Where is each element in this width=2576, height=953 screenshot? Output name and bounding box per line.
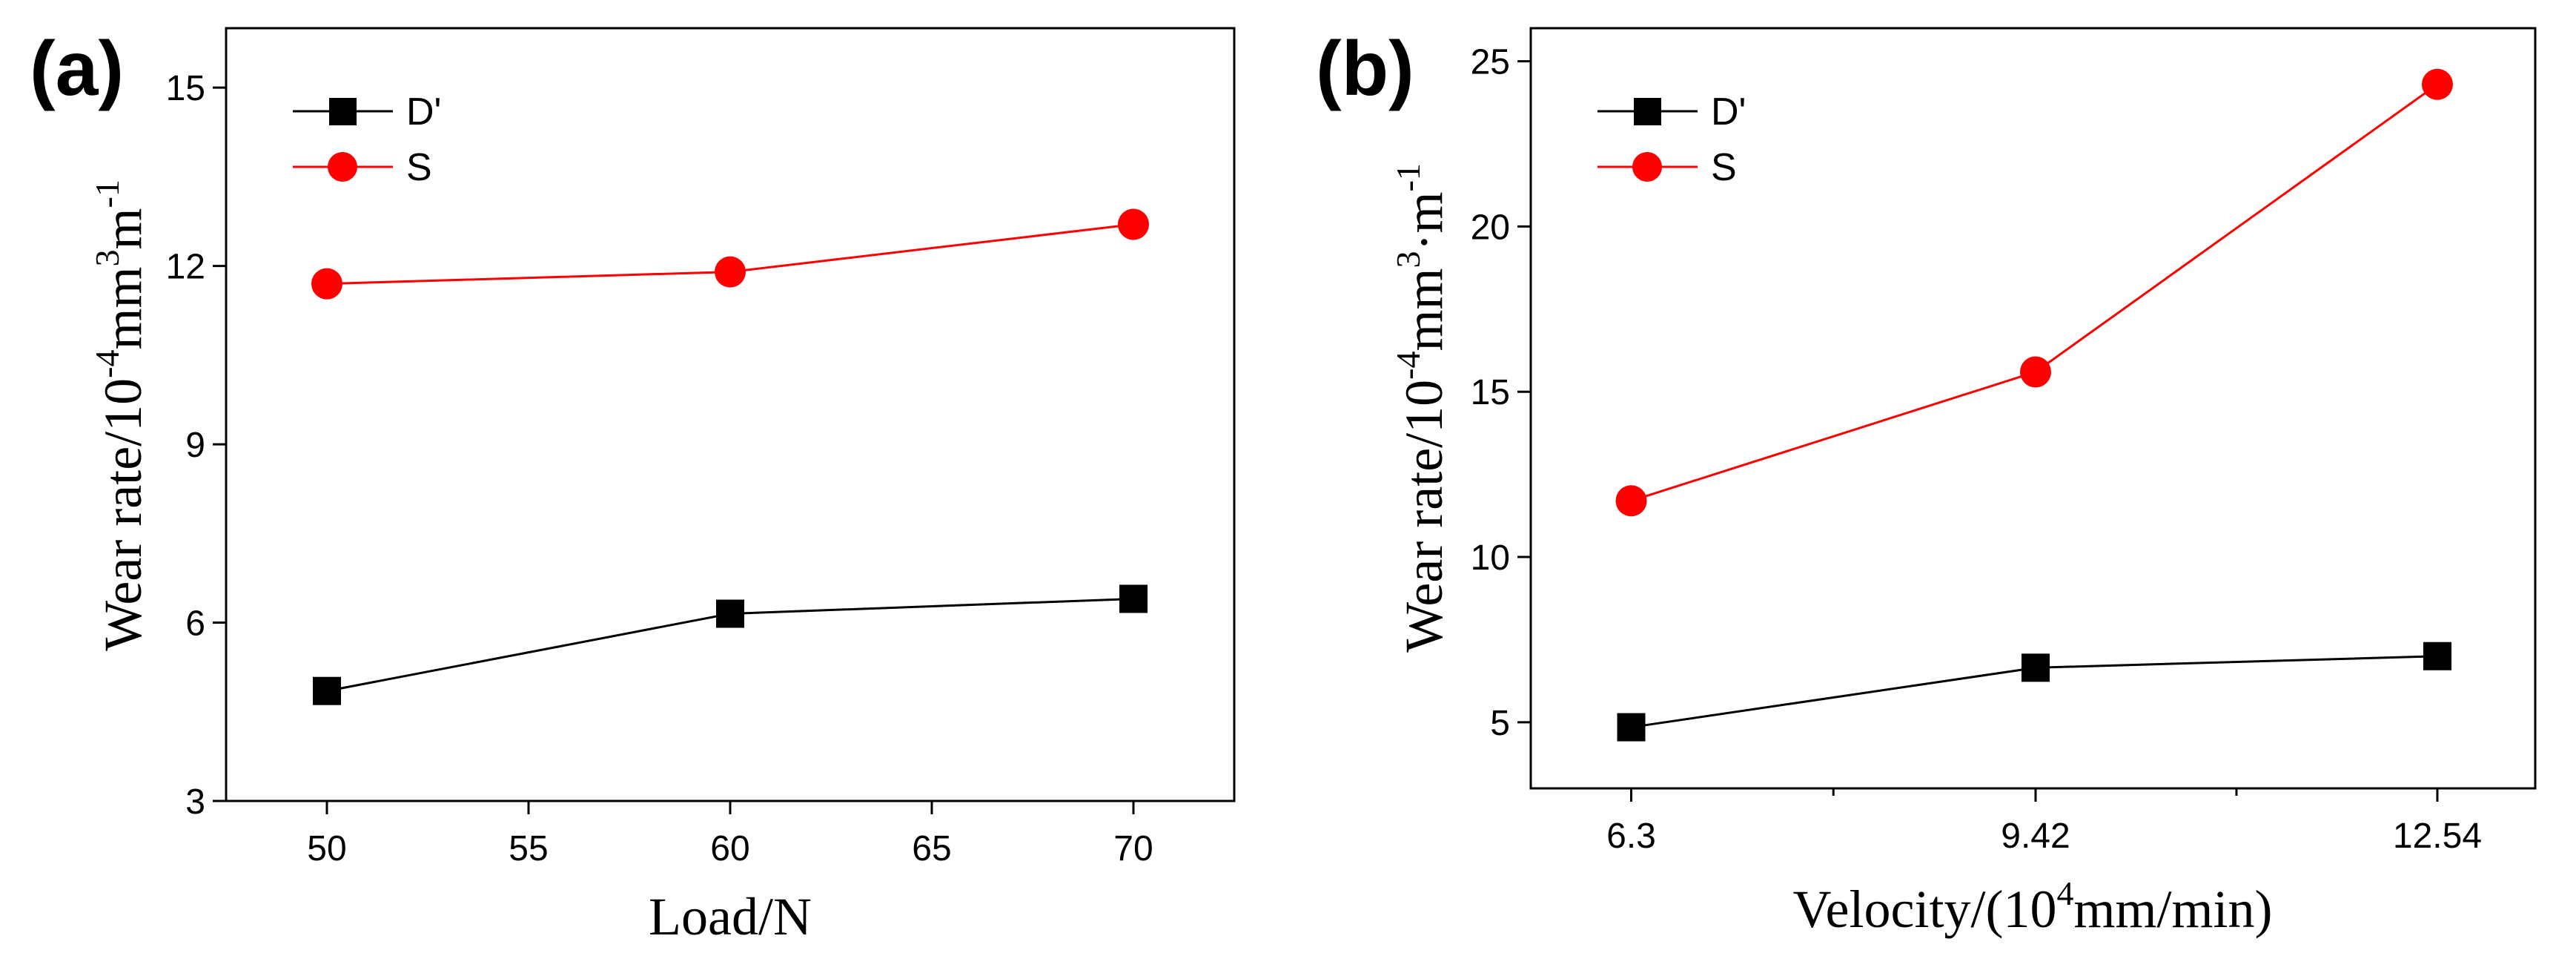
data-point-b-0 <box>2423 642 2451 670</box>
legend-a-label-s: S <box>406 146 432 189</box>
series-group-b <box>1615 68 2453 742</box>
axis-ticks-b: 6.3 9.42 12.54 5 10 15 20 25 <box>1471 43 2482 856</box>
data-point-b-0 <box>2021 653 2050 682</box>
x-tick-label-a: 70 <box>1113 829 1153 868</box>
y-tick-label-b: 20 <box>1471 208 1510 247</box>
y-tick-label-a: 15 <box>166 69 205 108</box>
data-point-b-1 <box>1615 485 1647 517</box>
y-axis-title-a: Wear rate/10-4mm3m-1 <box>88 179 153 651</box>
legend-b: D' S <box>1597 90 1746 189</box>
series-line-b-1 <box>1631 83 2438 502</box>
panel-label-a: (a) <box>30 26 124 112</box>
y-tick-label-a: 6 <box>185 604 205 644</box>
y-tick-label-b: 10 <box>1471 538 1510 578</box>
plot-frame-b <box>1529 27 2537 790</box>
data-point-b-1 <box>2019 356 2051 388</box>
x-tick-label-a: 55 <box>509 829 548 868</box>
x-tick-label-a: 50 <box>307 829 346 868</box>
legend-b-marker-s <box>1632 152 1662 182</box>
chart-panel-b: (b) 6.3 9.42 12.54 5 10 15 20 25 D' S Velocity/… <box>1316 26 2537 939</box>
legend-b-marker-d <box>1634 98 1661 125</box>
x-tick-label-a: 60 <box>710 829 749 868</box>
legend-a-marker-d <box>329 98 357 125</box>
legend-b-label-s: S <box>1711 146 1737 189</box>
y-tick-label-b: 5 <box>1490 704 1510 743</box>
chart-panel-a: (a) 50 55 60 65 70 3 6 9 12 15 D' S Load/N Wear r… <box>30 26 1236 946</box>
plot-frame-a <box>225 27 1236 802</box>
y-tick-label-b: 15 <box>1471 373 1510 412</box>
panel-label-b: (b) <box>1316 26 1414 112</box>
data-point-a-0 <box>313 676 341 705</box>
y-tick-label-a: 12 <box>166 248 205 287</box>
legend-a: D' S <box>293 90 441 189</box>
x-axis-title-b: Velocity/(104mm/min) <box>1793 874 2273 939</box>
y-tick-label-b: 25 <box>1471 43 1510 82</box>
x-tick-label-b: 6.3 <box>1606 817 1656 856</box>
data-point-a-0 <box>716 599 744 628</box>
x-tick-label-a: 65 <box>912 829 951 868</box>
data-point-a-1 <box>311 268 342 300</box>
x-tick-label-b: 9.42 <box>2001 817 2070 856</box>
legend-a-label-d: D' <box>406 90 441 133</box>
data-point-a-1 <box>715 256 746 288</box>
y-tick-label-a: 9 <box>185 426 205 465</box>
data-point-b-1 <box>2421 68 2453 100</box>
legend-a-marker-s <box>328 152 357 182</box>
y-tick-label-a: 3 <box>185 782 205 822</box>
data-point-b-0 <box>1617 713 1646 742</box>
y-axis-title-b: Wear rate/10-4mm3·m-1 <box>1389 163 1454 653</box>
legend-b-label-d: D' <box>1711 90 1746 133</box>
axis-ticks-a: 50 55 60 65 70 3 6 9 12 15 <box>166 69 1153 868</box>
x-tick-label-b: 12.54 <box>2393 817 2482 856</box>
data-point-a-0 <box>1119 584 1148 613</box>
data-point-a-1 <box>1118 208 1149 240</box>
x-axis-title-a: Load/N <box>649 887 812 946</box>
series-group-a <box>311 208 1149 705</box>
